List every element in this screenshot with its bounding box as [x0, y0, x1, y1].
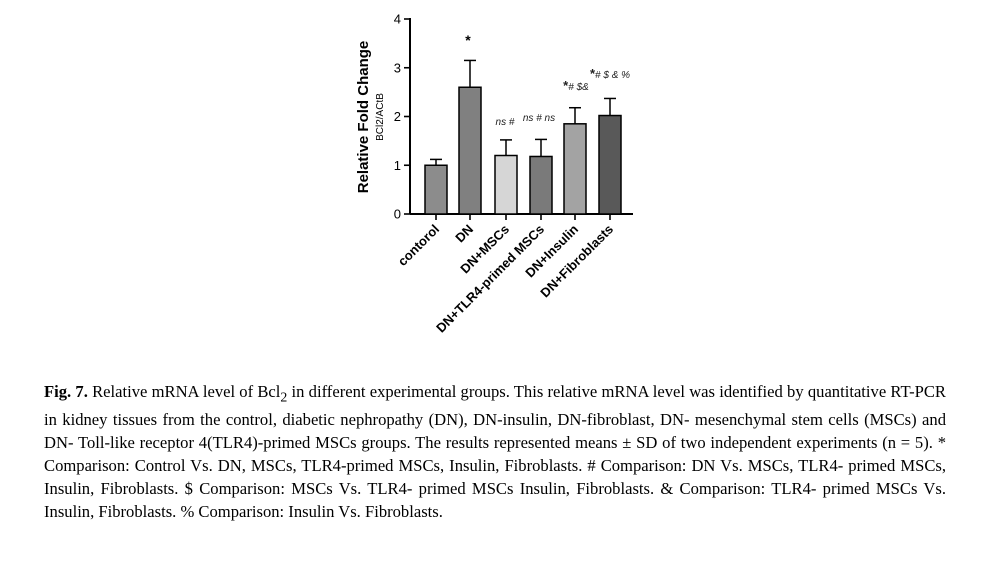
caption-text-rest: in different experimental groups. This r…: [44, 382, 946, 522]
significance-label: *# $ & %: [590, 66, 630, 81]
figure-label: Fig. 7.: [44, 382, 88, 401]
bar: [458, 86, 482, 215]
bar: [529, 155, 553, 215]
figure-caption: Fig. 7. Relative mRNA level of Bcl2 in d…: [44, 380, 946, 523]
y-axis-sublabel: BCl2/ACtB: [375, 93, 386, 141]
bar: [494, 154, 518, 215]
significance-label: *# $&: [563, 78, 589, 93]
bar: [563, 123, 587, 215]
x-tick-label: contorol: [395, 222, 442, 269]
bar: [424, 164, 448, 215]
y-tick-label: 3: [394, 60, 401, 75]
y-tick-label: 0: [394, 207, 401, 222]
x-tick-label: DN: [452, 222, 476, 246]
y-axis-label: Relative Fold Change: [355, 41, 372, 194]
bar: [598, 114, 622, 215]
y-tick-label: 1: [394, 158, 401, 173]
bar-chart: 0 1 2 3 4 Relative Fold Change BCl2/ACtB conto…: [355, 12, 633, 336]
caption-subscript: 2: [280, 389, 288, 405]
caption-text-start: Relative mRNA level of Bcl: [87, 382, 281, 401]
chart-bars: [424, 59, 622, 215]
y-tick-label: 4: [394, 12, 401, 27]
significance-label: ns #: [496, 117, 515, 128]
y-tick-label: 2: [394, 109, 401, 124]
significance-label: *: [465, 32, 471, 48]
significance-label: ns # ns: [523, 113, 555, 124]
